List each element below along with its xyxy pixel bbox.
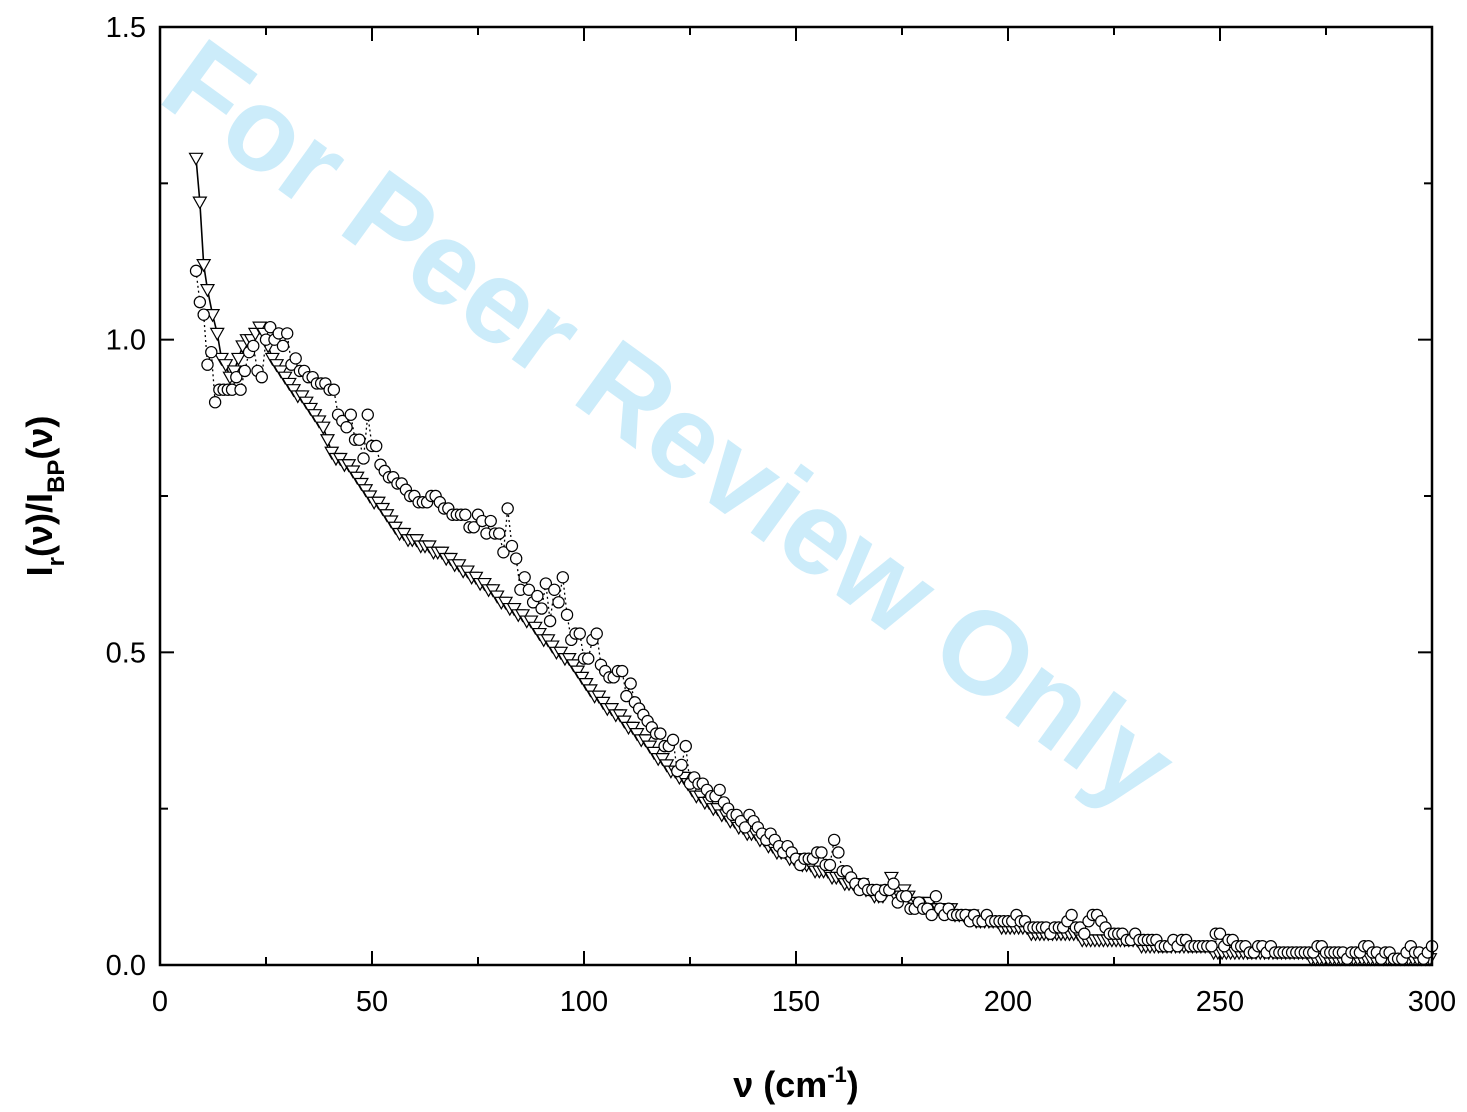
data-point-circle xyxy=(193,295,207,309)
data-point-circle xyxy=(531,589,544,603)
data-point-circle xyxy=(675,758,688,772)
data-point-circle xyxy=(573,627,586,640)
x-tick-label: 150 xyxy=(772,986,820,1018)
data-point-circle xyxy=(467,521,480,534)
data-point-circle xyxy=(535,602,548,615)
data-point-circle xyxy=(1213,927,1227,940)
data-point-circle xyxy=(539,577,553,590)
data-point-circle xyxy=(459,508,472,521)
x-tick-label: 100 xyxy=(560,986,608,1018)
data-point-circle xyxy=(832,846,845,859)
data-point-circle xyxy=(205,345,218,359)
data-point-circle xyxy=(501,502,514,515)
plot-frame xyxy=(158,25,1434,967)
x-tick-label: 300 xyxy=(1408,986,1456,1018)
data-point-circle xyxy=(197,308,210,321)
data-point-circle xyxy=(666,733,680,747)
y-tick-label: 0.0 xyxy=(106,950,146,982)
data-point-circle xyxy=(497,546,510,559)
x-axis-title-end: ) xyxy=(847,1064,859,1105)
data-point-circle xyxy=(624,677,637,690)
tick-labels: 0 50 100 150 200 250 300 0.0 0.5 1.0 1.5 xyxy=(106,12,1457,1018)
y-tick-label: 1.0 xyxy=(106,325,146,357)
data-point-circle xyxy=(615,664,629,678)
data-point-circle xyxy=(900,890,913,903)
data-point-triangle xyxy=(315,421,331,435)
data-point-circle xyxy=(509,552,523,565)
data-point-circle xyxy=(276,339,290,353)
data-point-circle xyxy=(552,596,565,609)
data-point-circle xyxy=(548,583,561,597)
data-point-circle xyxy=(543,614,557,628)
data-point-triangle xyxy=(230,352,246,367)
data-point-circle xyxy=(340,421,353,434)
data-point-circle xyxy=(327,383,341,396)
x-axis-title-main: ν (cm xyxy=(733,1064,827,1105)
data-point-triangle xyxy=(319,434,336,448)
data-point-triangle xyxy=(209,327,225,342)
y-tick-label: 0.5 xyxy=(106,637,146,669)
data-point-triangle xyxy=(188,152,204,167)
data-point-circle xyxy=(353,433,366,446)
data-point-circle xyxy=(679,739,692,753)
y-axis-title-subscript-bp: BP xyxy=(43,460,70,493)
x-axis-title: ν (cm-1) xyxy=(733,1062,859,1105)
data-point-circle xyxy=(201,358,214,371)
data-point-circle xyxy=(493,527,506,540)
data-point-circle xyxy=(560,608,574,622)
data-point-circle xyxy=(827,833,841,847)
data-series xyxy=(188,152,1439,967)
y-axis-title-main: I xyxy=(19,566,60,576)
x-tick-label: 250 xyxy=(1196,986,1244,1018)
data-point-circle xyxy=(1205,940,1218,953)
y-axis-title-middle: (ν)/I xyxy=(19,493,60,557)
data-point-triangle xyxy=(196,259,212,273)
data-point-circle xyxy=(620,689,633,703)
data-point-circle xyxy=(505,539,519,553)
x-tick-label: 0 xyxy=(152,986,168,1018)
y-axis-title-end: (ν) xyxy=(19,416,60,460)
data-point-circle xyxy=(1078,927,1091,940)
data-point-circle xyxy=(518,571,531,584)
data-point-circle xyxy=(255,370,268,384)
data-point-circle xyxy=(234,383,247,396)
data-point-circle xyxy=(590,627,603,640)
watermark: For Peer Review Only xyxy=(140,14,1199,834)
data-point-circle xyxy=(264,320,277,334)
series-circle xyxy=(189,264,1439,965)
x-tick-label: 50 xyxy=(356,986,388,1018)
data-point-circle xyxy=(815,846,828,859)
data-point-circle xyxy=(582,652,595,665)
data-point-circle xyxy=(929,890,943,903)
data-point-circle xyxy=(230,370,243,384)
data-point-circle xyxy=(344,408,357,421)
y-axis-title: Ir(ν)/IBP(ν) xyxy=(19,416,70,577)
data-point-circle xyxy=(925,908,938,922)
data-point-circle xyxy=(370,439,383,453)
data-point-circle xyxy=(522,583,536,597)
data-point-circle xyxy=(738,821,752,834)
data-point-triangle xyxy=(199,284,216,298)
data-point-circle xyxy=(556,571,570,584)
data-point-circle xyxy=(823,858,837,872)
y-tick-label: 1.5 xyxy=(106,12,146,44)
data-point-circle xyxy=(357,452,370,465)
data-point-circle xyxy=(238,364,251,378)
x-tick-label: 200 xyxy=(984,986,1032,1018)
data-point-triangle xyxy=(192,196,208,210)
data-point-circle xyxy=(281,327,294,340)
data-point-circle xyxy=(484,514,497,528)
data-point-circle xyxy=(189,264,203,278)
y-axis-title-subscript-r: r xyxy=(43,557,70,566)
data-point-circle xyxy=(361,408,374,421)
data-point-circle xyxy=(247,339,260,353)
data-point-circle xyxy=(1065,908,1078,922)
data-point-circle xyxy=(713,783,726,797)
x-axis-title-superscript: -1 xyxy=(827,1062,847,1087)
data-point-circle xyxy=(654,727,667,740)
data-point-circle xyxy=(887,877,900,890)
data-point-circle xyxy=(208,396,222,409)
data-point-circle xyxy=(289,352,302,365)
